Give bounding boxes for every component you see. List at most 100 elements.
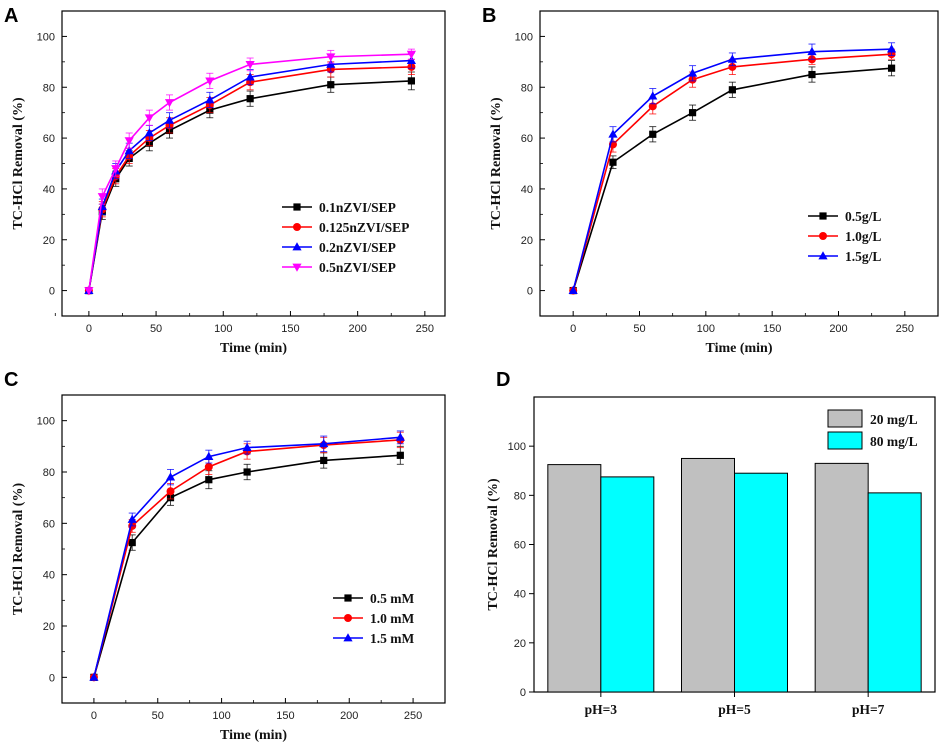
chart-panel-b: 0 20 40 60 80 100 0 50 100 150 200 250 Time (min) TC-…: [489, 10, 939, 356]
legend-swatch-marker: [818, 251, 828, 260]
y-axis-title: TC-HCl Removal (%): [11, 97, 26, 230]
data-point: [407, 77, 416, 85]
y-axis-title: TC-HCl Removal (%): [11, 483, 26, 616]
x-tick-label: 50: [152, 710, 164, 722]
y-tick-label: 80: [43, 467, 55, 479]
legend-label: 0.1nZVI/SEP: [319, 200, 396, 215]
data-point: [164, 115, 175, 124]
legend-swatch-marker: [343, 633, 353, 642]
data-point: [205, 77, 215, 86]
data-point: [808, 70, 816, 79]
data-point: [205, 476, 213, 484]
data-point: [568, 285, 578, 294]
category-label: pH=5: [718, 702, 751, 717]
data-point: [728, 62, 737, 71]
y-tick-label: 60: [521, 133, 533, 145]
legend-label: 1.5g/L: [845, 249, 881, 264]
data-point: [144, 128, 154, 137]
data-point: [649, 130, 657, 138]
panel-letter-a: A: [4, 5, 18, 27]
y-tick-label: 100: [37, 416, 55, 428]
data-point: [648, 91, 658, 100]
x-axis-title: Time (min): [220, 341, 287, 356]
x-tick-label: 250: [896, 323, 914, 335]
series-line: [93, 454, 401, 678]
legend-label: 80 mg/L: [870, 434, 918, 449]
y-tick-label: 20: [514, 638, 526, 650]
x-tick-label: 100: [214, 323, 232, 335]
x-tick-label: 150: [281, 323, 299, 335]
x-tick-label: 100: [212, 710, 230, 722]
x-tick-label: 150: [276, 710, 294, 722]
x-tick-label: 0: [86, 323, 92, 335]
y-axis-title: TC-HCl Removal (%): [486, 478, 501, 611]
bar: [867, 492, 922, 693]
bar: [547, 464, 602, 693]
data-point: [687, 68, 698, 77]
panel-letter-c: C: [4, 369, 18, 391]
legend-swatch-marker: [344, 614, 352, 622]
x-tick-label: 200: [340, 710, 358, 722]
legend-label: 1.0 mM: [370, 611, 414, 626]
y-tick-label: 20: [521, 235, 533, 247]
series-line: [88, 80, 412, 291]
y-tick-label: 100: [515, 31, 533, 43]
y-tick-label: 20: [43, 621, 55, 633]
y-tick-label: 100: [508, 441, 526, 453]
y-tick-label: 60: [514, 540, 526, 552]
x-axis-title: Time (min): [220, 728, 287, 743]
legend-swatch: [827, 431, 863, 450]
data-point: [97, 193, 107, 202]
legend-swatch-marker: [819, 212, 827, 220]
data-point: [320, 456, 328, 465]
data-point: [326, 59, 336, 68]
legend-label: 0.2nZVI/SEP: [319, 240, 396, 255]
y-tick-label: 20: [43, 235, 55, 247]
data-point: [406, 50, 417, 60]
data-point: [245, 60, 255, 70]
data-point: [111, 165, 121, 174]
data-point: [728, 86, 736, 94]
x-tick-label: 150: [763, 323, 781, 335]
x-tick-label: 100: [697, 323, 715, 335]
series-line: [88, 59, 412, 291]
legend-label: 0.5 mM: [370, 591, 414, 606]
data-point: [406, 55, 417, 64]
data-point: [84, 287, 94, 296]
chart-panel-a: 0 20 40 60 80 100 0 50 100 150 200 250 Time (min) TC-…: [11, 10, 446, 356]
data-point: [204, 462, 213, 471]
data-point: [326, 53, 336, 62]
data-point: [165, 472, 176, 481]
y-tick-label: 40: [43, 570, 55, 582]
data-point: [127, 514, 137, 523]
legend-swatch-marker: [344, 594, 352, 602]
bar: [600, 476, 655, 693]
panel-letter-d: D: [496, 369, 510, 391]
y-axis-title: TC-HCl Removal (%): [489, 97, 504, 230]
chart-panel-c: 0 20 40 60 80 100 0 50 100 150 200 250 Time (min) TC-…: [11, 394, 446, 743]
y-tick-label: 60: [43, 133, 55, 145]
data-point: [124, 137, 134, 146]
x-tick-label: 200: [829, 323, 847, 335]
x-tick-label: 50: [150, 323, 162, 335]
legend-label: 1.5 mM: [370, 631, 414, 646]
x-tick-label: 250: [404, 710, 422, 722]
x-tick-label: 50: [633, 323, 645, 335]
y-tick-label: 40: [521, 184, 533, 196]
y-tick-label: 0: [49, 672, 55, 684]
legend-swatch-marker: [819, 232, 827, 240]
y-tick-label: 0: [527, 286, 533, 298]
data-point: [128, 538, 136, 547]
data-point: [246, 95, 254, 103]
chart-panel-d: 0 20 40 60 80 100 pH=3 pH=5 pH=7 TC-HCl Removal (…: [486, 396, 936, 717]
legend-swatch-marker: [292, 263, 302, 272]
legend-label: 0.125nZVI/SEP: [319, 220, 409, 235]
series-line: [88, 53, 412, 291]
data-point: [396, 451, 404, 459]
data-point: [727, 54, 737, 63]
legend-label: 20 mg/L: [870, 412, 918, 427]
category-label: pH=3: [585, 702, 618, 717]
data-point: [144, 114, 154, 123]
legend-label: 0.5g/L: [845, 209, 881, 224]
bar: [681, 457, 735, 693]
